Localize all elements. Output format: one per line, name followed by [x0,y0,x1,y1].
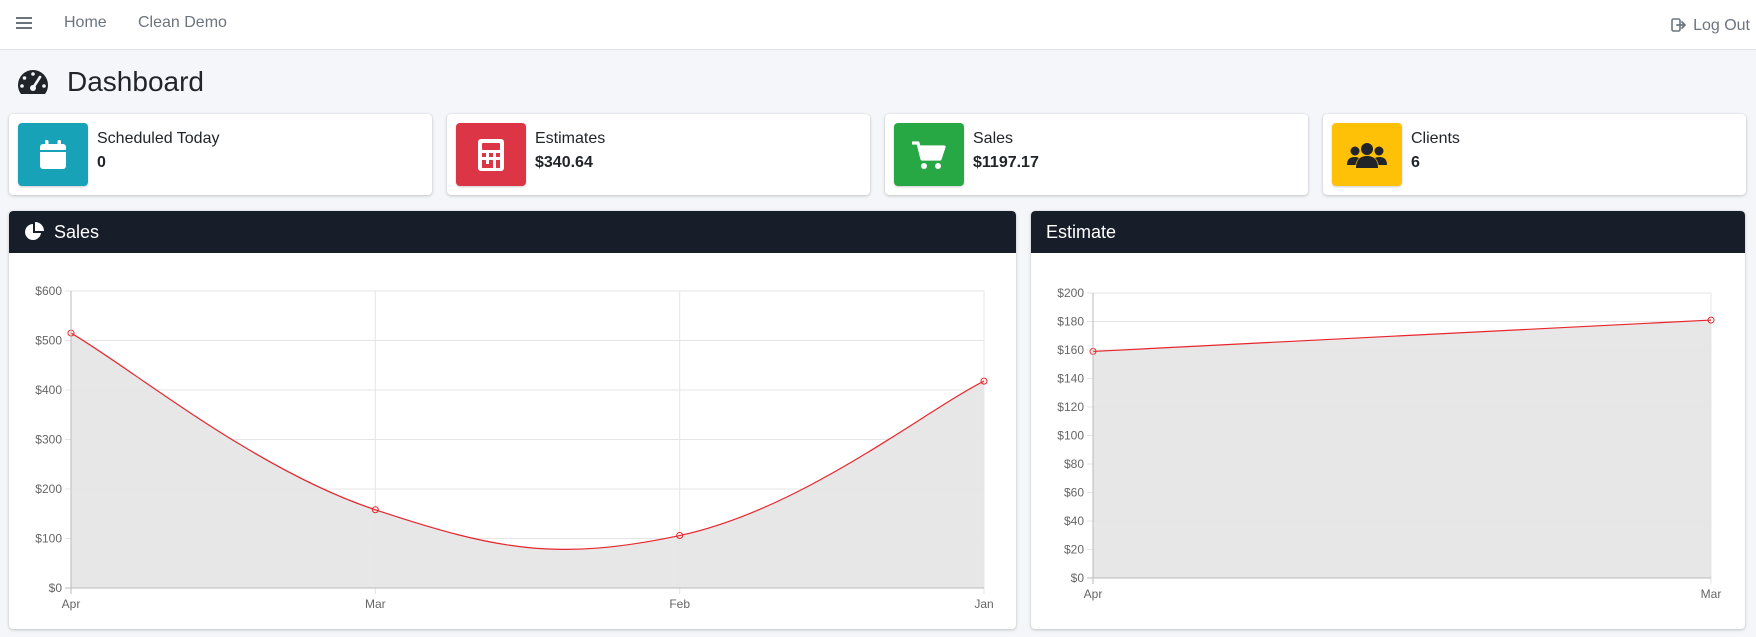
data-point [980,377,988,385]
page-header: Dashboard [16,64,204,100]
y-tick-label: $100 [35,532,62,546]
info-box-scheduled-today: Scheduled Today 0 [9,114,432,195]
estimate-card-header: Estimate [1031,211,1745,253]
calculator-icon [456,123,526,186]
y-tick-label: $80 [1064,457,1084,471]
sales-card: Sales $0 $100 $200 $300 $400 $500 $600 Apr Mar Fe… [9,211,1016,629]
info-box-label: Scheduled Today [97,130,220,147]
y-tick-label: $200 [35,482,62,496]
x-tick-label: Jan [974,597,993,611]
info-box-sales: Sales $1197.17 [885,114,1308,195]
shopping-cart-icon [894,123,964,186]
data-point [371,506,379,514]
info-box-value: $1197.17 [973,154,1039,171]
info-box-estimates: Estimates $340.64 [447,114,870,195]
data-point [676,532,684,540]
y-tick-label: $160 [1057,343,1084,357]
y-tick-label: $0 [49,581,63,595]
y-tick-label: $200 [1057,286,1084,300]
nav-link-clean-demo[interactable]: Clean Demo [138,14,227,31]
sign-out-icon [1671,18,1686,32]
series-area [1093,320,1711,578]
series-line [1092,319,1712,353]
info-box-value: 0 [97,154,106,171]
users-icon [1332,123,1402,186]
info-box-value: 6 [1411,154,1420,171]
estimate-card-title: Estimate [1046,221,1117,242]
top-navbar: Home Clean Demo Log Out [0,0,1756,50]
info-box-label: Estimates [535,130,606,147]
y-tick-label: $0 [1071,571,1085,585]
sales-line-chart: $0 $100 $200 $300 $400 $500 $600 Apr Mar Feb Jan [35,284,993,611]
logout-label: Log Out [1693,16,1750,34]
calendar-icon [18,123,88,186]
x-tick-label: Apr [1084,587,1103,601]
y-tick-label: $600 [35,284,62,298]
series-area [71,333,984,588]
info-box-value: $340.64 [535,154,593,171]
tachometer-icon [18,70,48,94]
estimate-card: Estimate $0 $20 $40 $60 $80 $100 $120 $140 $160 $… [1031,211,1745,629]
x-tick-label: Feb [669,597,690,611]
menu-toggle-icon[interactable] [16,14,32,30]
info-box-clients: Clients 6 [1323,114,1746,195]
x-tick-label: Mar [1701,587,1722,601]
sales-card-title: Sales [54,221,100,242]
series-line [70,332,985,550]
y-tick-label: $500 [35,334,62,348]
sales-card-header: Sales [9,211,1016,253]
info-box-label: Clients [1411,130,1460,147]
info-box-label: Sales [973,130,1014,147]
estimate-line-chart: $0 $20 $40 $60 $80 $100 $120 $140 $160 $180 $200 Ap… [1057,286,1722,601]
x-tick-label: Apr [62,597,81,611]
data-point [1707,316,1715,324]
logout-button[interactable]: Log Out [1671,0,1750,50]
y-tick-label: $300 [35,433,62,447]
y-tick-label: $120 [1057,400,1084,414]
nav-link-home[interactable]: Home [64,14,107,31]
y-tick-label: $400 [35,383,62,397]
x-tick-label: Mar [365,597,386,611]
y-tick-label: $180 [1057,315,1084,329]
y-tick-label: $100 [1057,429,1084,443]
y-tick-label: $140 [1057,372,1084,386]
y-tick-label: $60 [1064,486,1084,500]
y-tick-label: $40 [1064,514,1084,528]
page-title: Dashboard [67,66,204,97]
chart-pie-icon [25,222,44,240]
y-tick-label: $20 [1064,543,1084,557]
